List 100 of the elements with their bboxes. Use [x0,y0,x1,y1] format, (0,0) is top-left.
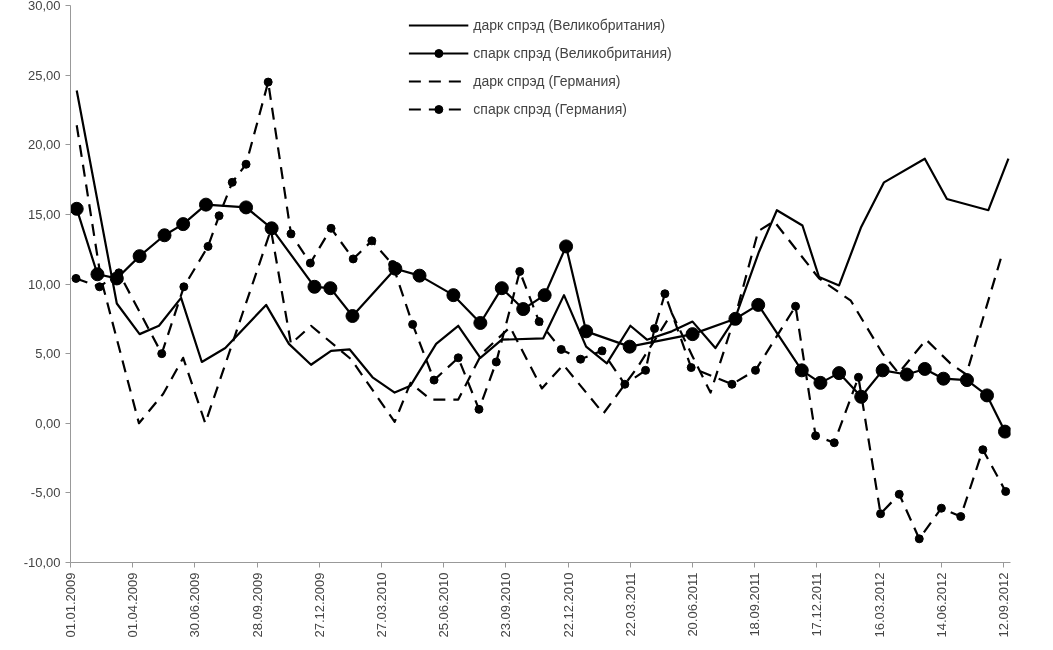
y-tick-label: 25,00 [27,67,61,83]
x-tick-label: 01.01.2009 [63,572,78,638]
point [899,367,914,382]
point [491,357,501,367]
point [198,197,213,212]
y-tick-label: 20,00 [27,137,61,153]
y-tick-label: 10,00 [27,276,61,292]
point [412,268,427,283]
point [620,379,630,389]
y-tick-label: -5,00 [30,485,61,501]
x-tick-label: 30.06.2009 [187,572,203,638]
point [853,372,863,382]
x-tick-label: 27.12.2009 [311,572,327,638]
point [917,361,932,376]
point [959,373,974,388]
point [727,379,737,389]
point [894,489,904,499]
point [576,354,586,364]
point [348,254,358,264]
point [956,512,966,522]
point [829,438,839,448]
point [494,281,509,296]
point [686,363,696,373]
x-tick-label: 22.03.2011 [622,572,638,637]
legend-label: дарк спрэд (Великобритания) [473,17,666,33]
point [854,389,869,404]
point [813,375,828,390]
point [90,267,105,282]
x-tick-label: 28.09.2009 [249,572,265,638]
point [936,371,951,386]
point [515,266,525,276]
point [559,239,574,254]
point [876,509,886,519]
point [179,282,189,292]
point [203,241,213,251]
point [751,297,766,312]
point [345,309,360,324]
y-tick-label: 15,00 [27,206,61,222]
point [305,258,315,268]
point [176,217,191,232]
x-tick-label: 17.12.2011 [809,572,825,637]
point [474,404,484,414]
point [791,301,801,311]
point [832,366,847,381]
point [157,349,167,359]
legend-label: дарк спрэд (Германия) [473,73,621,89]
point [516,302,531,317]
point [227,177,237,187]
point [132,249,147,264]
x-tick-label: 14.06.2012 [933,572,949,638]
point [95,282,105,292]
point [537,288,552,303]
point [453,353,463,363]
point [914,534,924,544]
x-tick-label: 27.03.2010 [374,572,390,638]
point [286,229,296,239]
point [978,445,988,455]
point [264,221,279,236]
y-tick-label: 0,00 [35,415,61,431]
point [875,363,890,378]
point [556,344,566,354]
x-tick-label: 16.03.2012 [871,572,887,638]
legend-label: спарк спрэд (Германия) [473,101,627,117]
x-tick-label: 20.06.2011 [685,572,701,637]
legend-label: спарк спрэд (Великобритания) [473,45,672,61]
x-tick-label: 23.09.2010 [498,572,514,638]
point [241,159,251,169]
y-tick-label: 30,00 [27,0,61,13]
point [641,365,651,375]
point [307,279,322,294]
point [534,317,544,327]
point [429,375,439,385]
point [473,316,488,330]
x-tick-label: 25.06.2010 [436,572,452,638]
point [997,424,1011,439]
point [622,339,637,354]
point [650,324,660,334]
point [214,211,224,221]
point [980,388,994,403]
point [685,327,700,342]
point [446,288,461,303]
point [157,228,172,243]
point [70,201,84,216]
point [263,77,273,87]
y-tick-label: -10,00 [23,555,61,570]
x-tick-label: 18.09.2011 [747,572,763,637]
point [936,503,946,513]
point [597,346,607,356]
point [660,289,670,299]
x-tick-label: 22.12.2010 [560,572,576,638]
point [1001,486,1011,496]
y-tick-label: 5,00 [35,346,61,362]
point [367,236,377,246]
point [750,365,760,375]
point [323,281,338,296]
point [579,324,594,339]
point [71,273,81,283]
point [811,431,821,441]
point [794,363,809,378]
point [408,319,418,329]
